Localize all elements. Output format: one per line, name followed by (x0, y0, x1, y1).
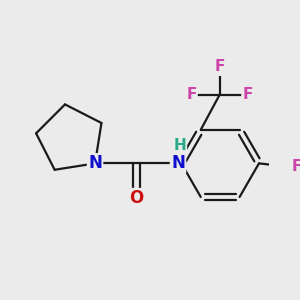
Text: F: F (292, 159, 300, 174)
Text: F: F (214, 59, 225, 74)
Text: N: N (88, 154, 102, 172)
Text: H: H (174, 138, 186, 153)
Text: O: O (129, 189, 144, 207)
Text: F: F (242, 88, 253, 103)
Text: N: N (171, 154, 185, 172)
Text: F: F (186, 88, 197, 103)
